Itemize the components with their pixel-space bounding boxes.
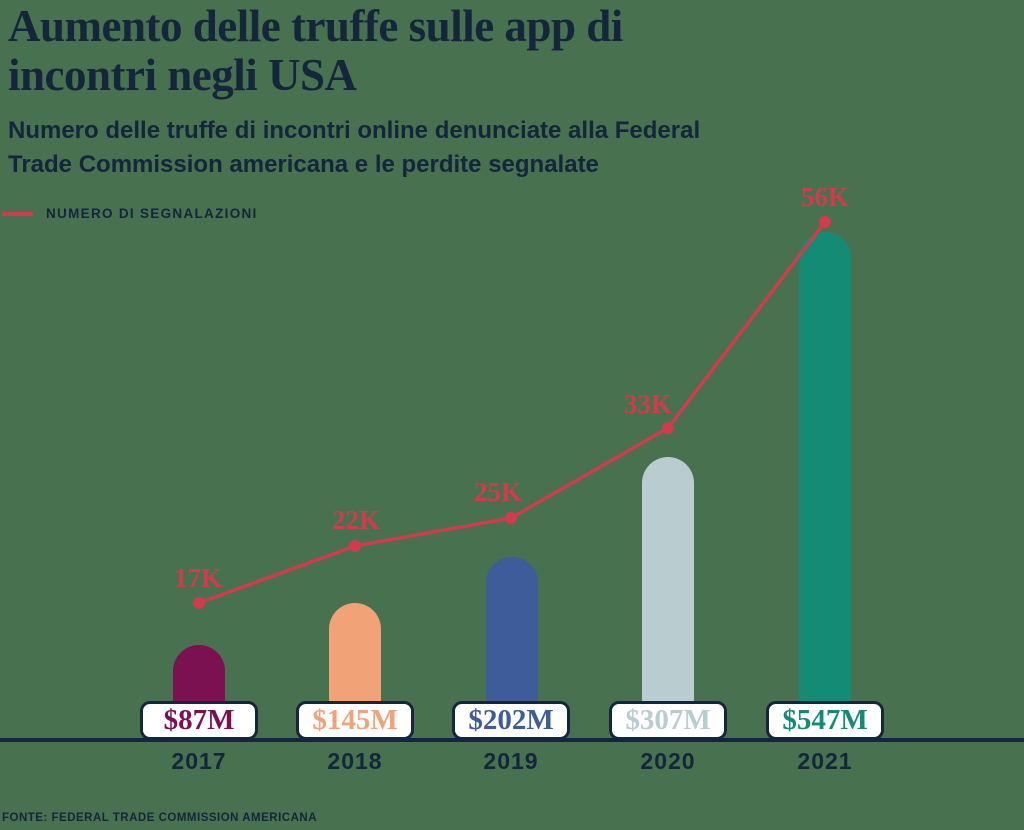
reports-label-2020: 33K xyxy=(623,389,673,419)
x-axis-line xyxy=(0,738,1024,742)
reports-line xyxy=(198,220,827,605)
year-label-2020: 2020 xyxy=(640,748,696,774)
amount-value: $307M xyxy=(625,704,711,736)
reports-marker-2018 xyxy=(349,540,361,552)
reports-marker-2021 xyxy=(819,216,831,228)
reports-label-2017: 17K xyxy=(173,563,223,593)
bar-2020 xyxy=(642,457,694,740)
year-label-2018: 2018 xyxy=(327,748,383,774)
reports-marker-2020 xyxy=(662,422,674,434)
amount-box-2019: $202M xyxy=(452,701,570,740)
page-title: Aumento delle truffe sulle app di incont… xyxy=(8,1,623,100)
year-label-2019: 2019 xyxy=(483,748,539,774)
reports-label-2021: 56K xyxy=(800,182,850,212)
reports-marker-2017 xyxy=(193,597,205,609)
amount-value: $87M xyxy=(163,704,235,736)
reports-label-2018: 22K xyxy=(331,505,381,535)
reports-marker-2019 xyxy=(505,512,517,524)
source-note: FONTE: FEDERAL TRADE COMMISSION AMERICAN… xyxy=(2,812,318,824)
reports-label-2019: 25K xyxy=(473,477,523,507)
amount-value: $202M xyxy=(468,704,554,736)
legend-line-swatch-icon xyxy=(2,212,33,216)
amount-value: $145M xyxy=(312,704,398,736)
year-label-2017: 2017 xyxy=(171,748,227,774)
amount-box-2020: $307M xyxy=(609,701,727,740)
amount-box-2018: $145M xyxy=(296,701,414,740)
legend-label: NUMERO DI SEGNALAZIONI xyxy=(46,206,258,221)
amount-value: $547M xyxy=(782,704,868,736)
bar-2021 xyxy=(799,232,851,740)
page-subtitle: Numero delle truffe di incontri online d… xyxy=(8,117,701,178)
amount-box-2021: $547M xyxy=(766,701,884,740)
amount-box-2017: $87M xyxy=(140,701,258,740)
year-label-2021: 2021 xyxy=(797,748,853,774)
